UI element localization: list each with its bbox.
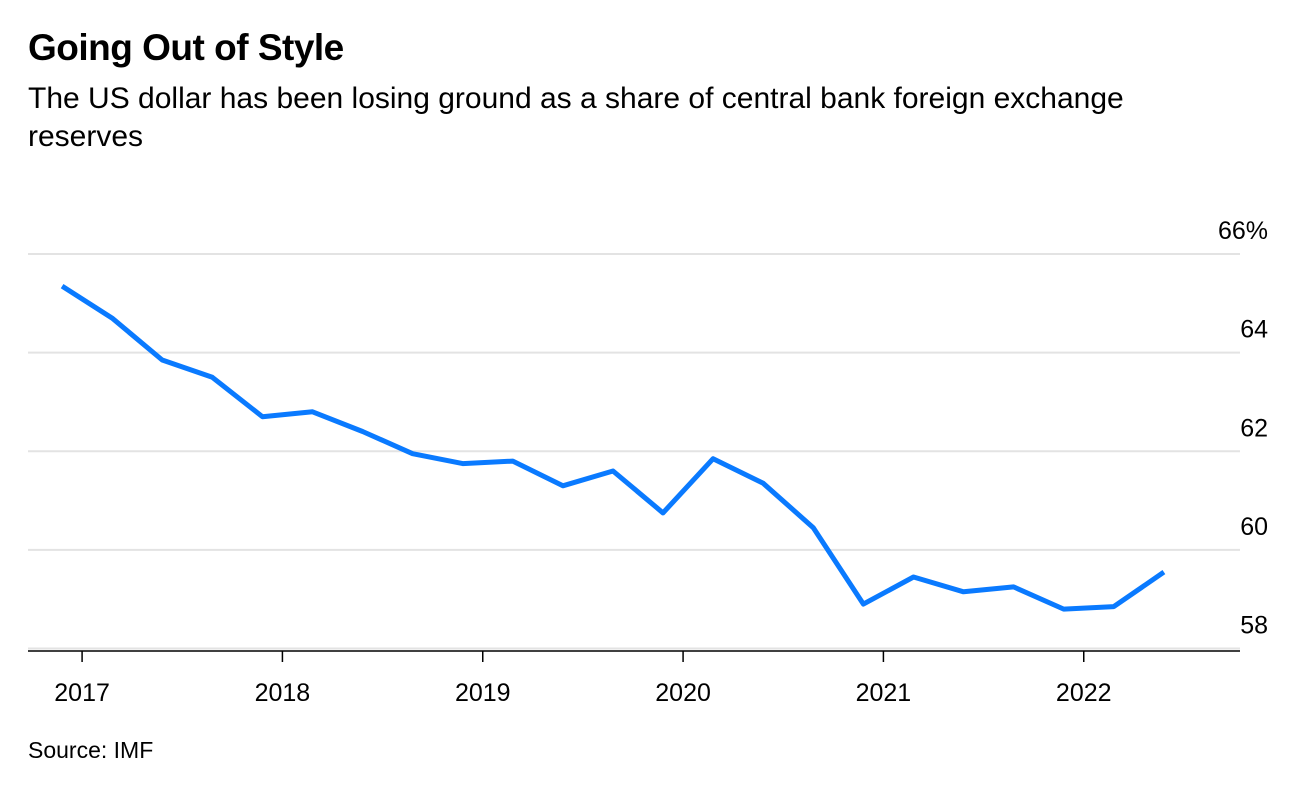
x-tick-label: 2017 bbox=[54, 679, 110, 707]
series-line-0 bbox=[60, 283, 1166, 612]
y-tick-label: 58 bbox=[1240, 612, 1268, 640]
y-axis-ticks: 66% 64 62 60 58 bbox=[1218, 217, 1268, 640]
gridlines bbox=[28, 253, 1240, 650]
y-tick-label: 60 bbox=[1240, 513, 1268, 541]
series-lines bbox=[60, 283, 1166, 612]
chart-subtitle: The US dollar has been losing ground as … bbox=[28, 82, 1124, 153]
y-tick-label: 64 bbox=[1240, 316, 1268, 344]
x-axis-ticks: 2017 2018 2019 2020 2021 2022 bbox=[54, 651, 1112, 707]
chart-title: Going Out of Style bbox=[28, 27, 344, 68]
y-tick-label: 62 bbox=[1240, 414, 1268, 442]
x-tick-label: 2020 bbox=[655, 679, 711, 707]
x-tick-label: 2022 bbox=[1056, 679, 1112, 707]
x-tick-label: 2021 bbox=[856, 679, 912, 707]
source-note: Source: IMF bbox=[28, 737, 154, 763]
x-tick-label: 2018 bbox=[255, 679, 311, 707]
line-chart: 2017 2018 2019 2020 2021 2022 66% 64 62 60 58 bbox=[28, 217, 1268, 707]
x-tick-label: 2019 bbox=[455, 679, 511, 707]
y-tick-label: 66% bbox=[1218, 217, 1268, 245]
